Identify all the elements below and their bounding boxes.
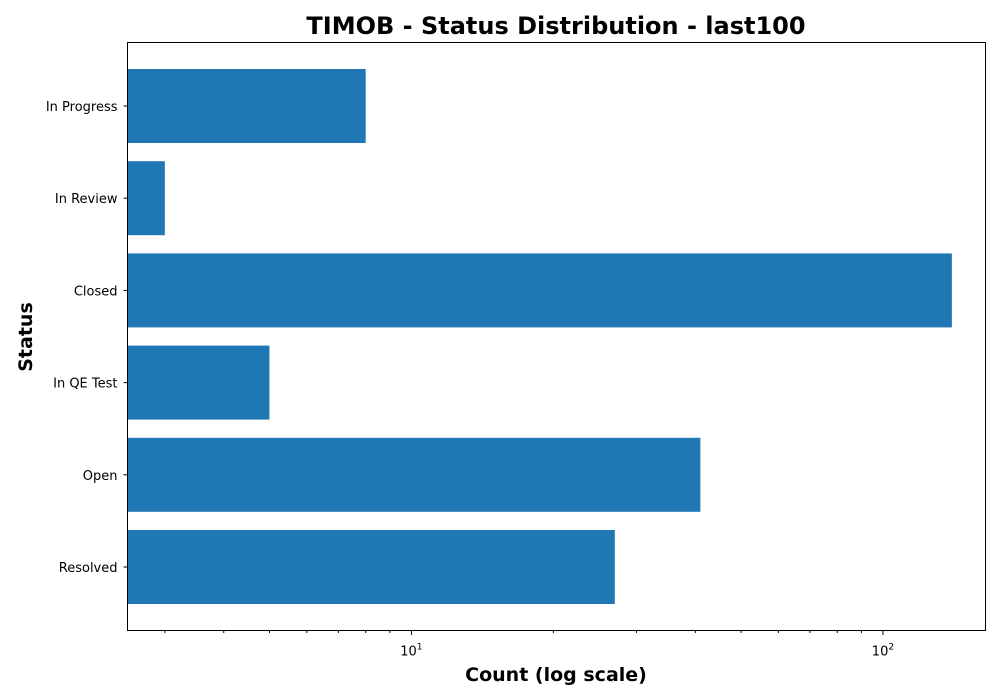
- bar-open: [127, 437, 701, 512]
- bars-group: [127, 69, 952, 604]
- bar-in-review: [127, 161, 165, 236]
- y-axis-title: Status: [15, 302, 37, 372]
- x-tick-label: 102: [872, 643, 894, 660]
- bar-resolved: [127, 530, 615, 604]
- y-ticks-group: In Progress In Review Closed In QE Test Open…: [46, 100, 128, 576]
- x-tick-label: 101: [400, 643, 422, 660]
- y-tick-label: Resolved: [59, 561, 118, 576]
- y-tick-label: Open: [83, 469, 118, 484]
- bar-closed: [127, 253, 952, 328]
- y-tick-label: In QE Test: [53, 377, 117, 392]
- y-tick-label: In Progress: [46, 100, 118, 115]
- y-tick-label: In Review: [55, 192, 118, 207]
- bar-in-progress: [127, 69, 366, 143]
- y-tick-label: Closed: [74, 284, 118, 299]
- bar-in-qe-test: [127, 345, 270, 420]
- x-ticks-group: 101 102: [164, 630, 894, 660]
- x-axis-title: Count (log scale): [465, 664, 647, 686]
- chart-title: TIMOB - Status Distribution - last100: [306, 12, 805, 40]
- plot-frame: [127, 42, 986, 631]
